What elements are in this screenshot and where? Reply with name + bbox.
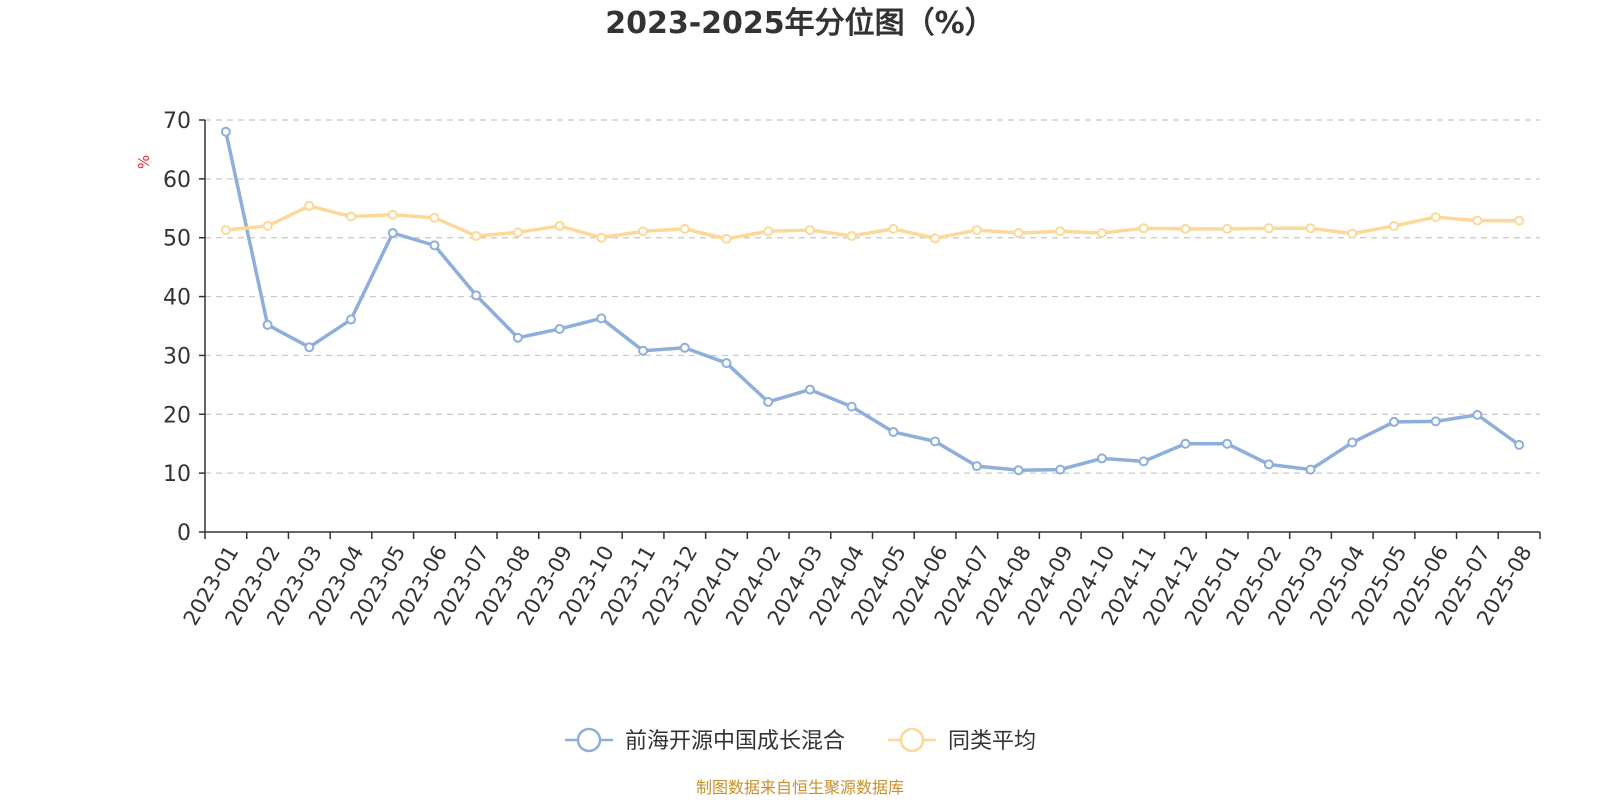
- y-tick-label: 40: [163, 286, 191, 311]
- data-point[interactable]: [1263, 223, 1274, 234]
- data-point[interactable]: [220, 126, 231, 137]
- data-point[interactable]: [971, 225, 982, 236]
- data-point[interactable]: [1514, 439, 1525, 450]
- data-point[interactable]: [930, 436, 941, 447]
- legend[interactable]: 前海开源中国成长混合 同类平均: [565, 727, 1036, 754]
- data-point[interactable]: [721, 233, 732, 244]
- y-tick-label: 10: [163, 462, 191, 487]
- data-point[interactable]: [1388, 416, 1399, 427]
- series-1: [220, 126, 1525, 476]
- data-point[interactable]: [888, 223, 899, 234]
- data-point[interactable]: [1514, 215, 1525, 226]
- data-point[interactable]: [1388, 220, 1399, 231]
- data-point[interactable]: [804, 225, 815, 236]
- data-point[interactable]: [346, 314, 357, 325]
- data-point[interactable]: [1180, 438, 1191, 449]
- data-point[interactable]: [721, 358, 732, 369]
- legend-label: 前海开源中国成长混合: [625, 729, 845, 754]
- data-point[interactable]: [1222, 223, 1233, 234]
- data-point[interactable]: [804, 384, 815, 395]
- data-point[interactable]: [262, 220, 273, 231]
- data-point[interactable]: [1222, 438, 1233, 449]
- legend-item[interactable]: 前海开源中国成长混合: [565, 727, 845, 754]
- data-point[interactable]: [1430, 212, 1441, 223]
- legend-swatch-marker: [576, 727, 602, 753]
- data-point[interactable]: [346, 211, 357, 222]
- data-point[interactable]: [512, 332, 523, 343]
- series-line: [224, 204, 1521, 241]
- data-point[interactable]: [304, 200, 315, 211]
- data-point[interactable]: [846, 401, 857, 412]
- data-point[interactable]: [971, 461, 982, 472]
- data-point[interactable]: [262, 319, 273, 330]
- data-point[interactable]: [1138, 223, 1149, 234]
- data-point[interactable]: [429, 240, 440, 251]
- data-point[interactable]: [387, 209, 398, 220]
- y-tick-label: 0: [177, 521, 191, 546]
- data-point[interactable]: [679, 223, 690, 234]
- data-point[interactable]: [1138, 456, 1149, 467]
- data-point[interactable]: [1013, 228, 1024, 239]
- data-point[interactable]: [1430, 416, 1441, 427]
- data-point[interactable]: [1347, 437, 1358, 448]
- data-point[interactable]: [1055, 464, 1066, 475]
- grid-lines: [205, 119, 1540, 474]
- y-tick-label: 50: [163, 227, 191, 252]
- source-note: 制图数据来自恒生聚源数据库: [696, 778, 904, 797]
- series-line: [224, 130, 1521, 472]
- series-lines: [220, 126, 1525, 476]
- data-point[interactable]: [1013, 465, 1024, 476]
- data-point[interactable]: [387, 228, 398, 239]
- data-point[interactable]: [638, 226, 649, 237]
- y-tick-label: 20: [163, 403, 191, 428]
- data-point[interactable]: [1180, 223, 1191, 234]
- axes: 0102030405060702023-012023-022023-032023…: [163, 109, 1541, 629]
- data-point[interactable]: [1055, 226, 1066, 237]
- data-point[interactable]: [1263, 459, 1274, 470]
- y-tick-label: 70: [163, 109, 191, 134]
- data-point[interactable]: [763, 396, 774, 407]
- data-point[interactable]: [596, 232, 607, 243]
- data-point[interactable]: [679, 342, 690, 353]
- data-point[interactable]: [220, 225, 231, 236]
- data-point[interactable]: [1347, 228, 1358, 239]
- data-point[interactable]: [888, 426, 899, 437]
- chart-title: 2023-2025年分位图（%）: [605, 6, 995, 41]
- data-point[interactable]: [554, 323, 565, 334]
- data-point[interactable]: [638, 345, 649, 356]
- data-point[interactable]: [1472, 215, 1483, 226]
- data-point[interactable]: [471, 290, 482, 301]
- data-point[interactable]: [763, 226, 774, 237]
- data-point[interactable]: [429, 212, 440, 223]
- data-point[interactable]: [471, 230, 482, 241]
- y-axis-unit-label: %: [135, 155, 153, 169]
- data-point[interactable]: [1096, 453, 1107, 464]
- data-point[interactable]: [1305, 464, 1316, 475]
- y-tick-label: 60: [163, 168, 191, 193]
- data-point[interactable]: [930, 233, 941, 244]
- data-point[interactable]: [554, 220, 565, 231]
- legend-swatch-marker: [899, 727, 925, 753]
- data-point[interactable]: [512, 227, 523, 238]
- data-point[interactable]: [1472, 409, 1483, 420]
- data-point[interactable]: [596, 313, 607, 324]
- data-point[interactable]: [1096, 228, 1107, 239]
- data-point[interactable]: [1305, 223, 1316, 234]
- data-point[interactable]: [846, 230, 857, 241]
- data-point[interactable]: [304, 342, 315, 353]
- y-tick-label: 30: [163, 344, 191, 369]
- legend-item[interactable]: 同类平均: [888, 727, 1036, 754]
- series-2: [220, 200, 1525, 244]
- legend-label: 同类平均: [948, 729, 1036, 754]
